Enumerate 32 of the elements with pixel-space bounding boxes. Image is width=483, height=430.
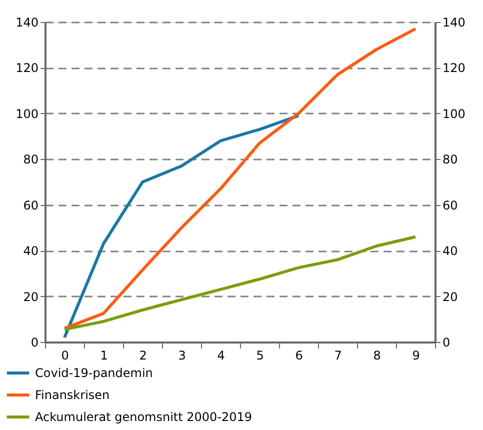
y-tick-label: 0 bbox=[30, 336, 38, 350]
x-tick-label: 5 bbox=[256, 348, 264, 362]
x-tick-label: 0 bbox=[61, 348, 69, 362]
y-tick-label: 80 bbox=[23, 152, 38, 167]
y-tick-label: 120 bbox=[16, 61, 38, 76]
x-tick-label: 4 bbox=[217, 348, 225, 362]
x-tick-label: 6 bbox=[295, 348, 303, 362]
y-tick-label: 100 bbox=[16, 106, 38, 121]
legend-label: Covid-19-pandemin bbox=[35, 366, 153, 380]
x-tick-label: 1 bbox=[100, 348, 108, 362]
line-series bbox=[63, 235, 417, 331]
legend-label: Finanskrisen bbox=[35, 388, 110, 402]
y2-tick-label: 80 bbox=[442, 152, 458, 167]
x-tick-label: 7 bbox=[334, 348, 342, 362]
x-tick-label: 3 bbox=[178, 348, 186, 362]
y2-tick-label: 100 bbox=[442, 106, 466, 121]
y-tick-label: 20 bbox=[23, 290, 38, 304]
x-tick-label: 8 bbox=[373, 348, 381, 362]
y2-tick-label: 60 bbox=[442, 198, 458, 212]
y2-tick-label: 40 bbox=[442, 244, 458, 258]
y-tick-label: 60 bbox=[23, 198, 38, 212]
y2-tick-label: 0 bbox=[442, 336, 450, 350]
y-tick-label: 40 bbox=[23, 244, 38, 258]
y2-tick-label: 120 bbox=[442, 61, 466, 76]
legend-label: Ackumulerat genomsnitt 2000-2019 bbox=[35, 410, 252, 424]
x-tick-label: 2 bbox=[139, 348, 147, 362]
line-series bbox=[63, 27, 417, 330]
y-tick-label: 140 bbox=[16, 16, 38, 30]
y2-tick-label: 20 bbox=[442, 290, 458, 304]
y2-tick-label: 140 bbox=[442, 16, 466, 30]
line-series bbox=[63, 114, 300, 339]
x-tick-label: 9 bbox=[412, 348, 420, 362]
